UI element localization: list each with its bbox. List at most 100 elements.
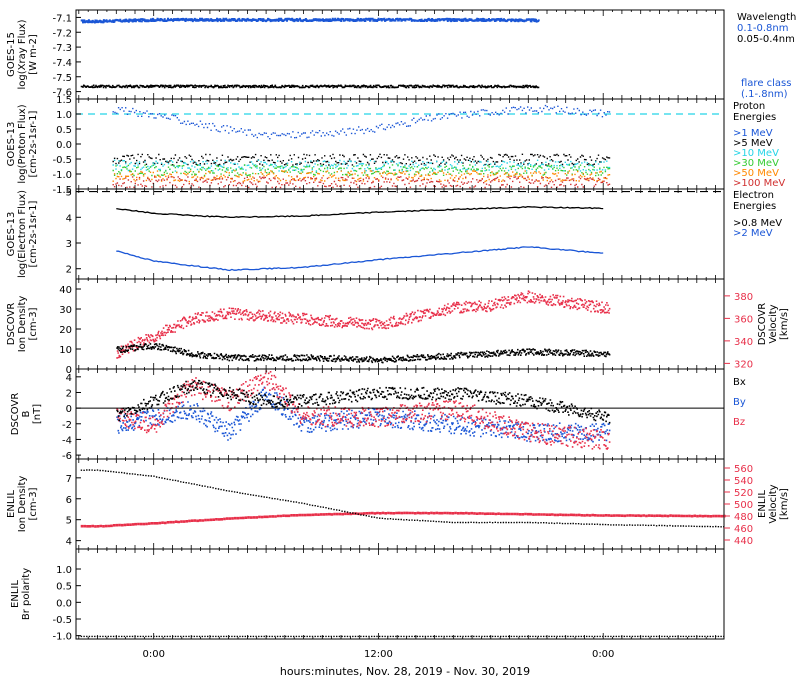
enlil-density-series-points <box>80 469 725 528</box>
enlil-velocity-y2-tick-label: 520 <box>734 488 753 499</box>
dscovr-b-y-ticks: 4 2 0 -2 -4 -6 <box>62 373 81 462</box>
enlil-velocity-axis-title-line: Velocity <box>768 484 779 523</box>
xray-panel-time-ticks <box>78 10 716 99</box>
enlil-polarity-series-points <box>80 635 725 638</box>
proton-y-tick-label: 0.0 <box>56 140 72 151</box>
xray-y-tick-label: -7.6 <box>52 88 72 99</box>
dscovr-b-legend-item: Bx <box>733 377 746 388</box>
dscovr-b-axis-title-line: B <box>21 410 32 417</box>
proton-5mev-series <box>112 153 611 166</box>
dscovr-b-legend-item: By <box>733 397 746 408</box>
dscovr-bz-series <box>116 370 611 450</box>
proton-legend-item: >50 MeV <box>733 168 779 179</box>
enlil-density-y-tick-label: 7 <box>66 474 72 485</box>
proton-100mev-series-points <box>112 176 611 189</box>
electron-y-tick-label: 4 <box>66 213 72 224</box>
enlil-polarity-y-tick-label: 0.0 <box>56 598 72 609</box>
dscovr-velocity-series-points <box>116 290 611 359</box>
enlil-velocity-y2-tick-label: 560 <box>734 464 753 475</box>
text-layer: -7.1 -7.2 -7.3 -7.4 -7.5 -7.6 GOES-15 log(Xray … <box>6 12 796 660</box>
dscovr-b-y-tick-label: -4 <box>62 435 72 446</box>
dscovr-velocity-y2-tick-label: 340 <box>734 337 753 348</box>
proton-axis-title-line: GOES-13 <box>6 122 17 167</box>
proton-axis-title-line: [cm-2s-1sr-1] <box>28 110 39 177</box>
dscovr-density-y-tick-label: 10 <box>59 345 72 356</box>
flare-class-label: flare class <box>741 78 791 89</box>
proton-y-tick-label: -1.0 <box>52 170 72 181</box>
enlil-velocity-axis-title-line: ENLIL <box>757 490 768 518</box>
proton-1mev-series <box>112 104 611 140</box>
electron-y-tick-label: 3 <box>66 239 72 250</box>
xray-legend-item: 0.1-0.8nm <box>737 23 789 34</box>
dscovr-velocity-axis-title-line: DSCOVR <box>757 303 768 346</box>
enlil-density-axis-title-line: Ion Density <box>17 476 28 533</box>
enlil-polarity-y-tick-label: -0.5 <box>52 615 72 626</box>
dscovr-density-y-tick-label: 0 <box>66 365 72 376</box>
xray-short-wave-series <box>80 84 540 89</box>
proton-legend-title: Energies <box>733 112 776 123</box>
enlil-density-panel-frame <box>75 458 725 550</box>
proton-y-tick-label: 1.0 <box>56 110 72 121</box>
enlil-velocity-axis-title-line: [km/s] <box>779 488 790 520</box>
xray-axis-title-line: [W m-2] <box>28 34 39 75</box>
dscovr-velocity-axis-title-line: [km/s] <box>779 308 790 340</box>
proton-y-tick-label: 1.5 <box>56 95 72 106</box>
xray-y-ticks: -7.1 -7.2 -7.3 -7.4 -7.5 -7.6 <box>52 13 81 99</box>
xray-y-tick-label: -7.2 <box>52 28 72 39</box>
proton-y-tick-label: 0.5 <box>56 125 72 136</box>
dscovr-density-series-points <box>116 343 611 364</box>
dscovr-b-panel-frame <box>75 368 725 460</box>
dscovr-density-axis-title-line: DSCOVR <box>6 303 17 346</box>
xray-long-wave-series <box>80 17 540 24</box>
xray-y-tick-label: -7.4 <box>52 58 72 69</box>
dscovr-density-y-tick-label: 40 <box>59 285 72 296</box>
dscovr-density-y-ticks: 40 30 20 10 0 <box>59 285 81 376</box>
dscovr-b-y-tick-label: 2 <box>66 388 72 399</box>
xray-y-tick-label: -7.3 <box>52 43 72 54</box>
dscovr-b-axis-title-line: [nT] <box>32 404 43 424</box>
enlil-velocity-y2-tick-label: 460 <box>734 524 753 535</box>
dscovr-density-axis-title-line: Ion Density <box>17 296 28 353</box>
dscovr-by-series-points <box>116 386 611 443</box>
enlil-density-series <box>80 469 725 528</box>
dscovr-velocity-y-ticks: 380 360 340 320 <box>724 292 753 370</box>
xray-legend-item: 0.05-0.4nm <box>737 34 795 45</box>
x-tick-label: 0:00 <box>142 649 164 660</box>
xray-axis-title-line: log(Xray Flux) <box>17 19 28 89</box>
electron-axis-title-line: log(Electron Flux) <box>17 190 28 278</box>
dscovr-density-y-tick-label: 20 <box>59 325 72 336</box>
proton-30mev-series <box>112 164 611 177</box>
enlil-polarity-y-tick-label: 1.0 <box>56 565 72 576</box>
dscovr-b-legend-item: Bz <box>733 417 745 428</box>
proton-10mev-series <box>112 159 611 172</box>
proton-panel-time-ticks <box>78 99 716 189</box>
x-tick-label: 12:00 <box>364 649 393 660</box>
x-tick-label: 0:00 <box>592 649 614 660</box>
data-layer <box>76 17 726 638</box>
enlil-density-panel-time-ticks <box>78 459 716 549</box>
enlil-velocity-y2-tick-label: 500 <box>734 500 753 511</box>
enlil-polarity-panel-frame <box>75 548 725 640</box>
xray-y-tick-label: -7.1 <box>52 13 72 24</box>
xray-legend-title: Wavelength <box>737 12 796 23</box>
flare-class-label: (.1-.8nm) <box>741 89 788 100</box>
enlil-polarity-y-tick-label: 0.5 <box>56 582 72 593</box>
electron-08mev-series <box>116 205 604 219</box>
proton-legend-item: >10 MeV <box>733 148 779 159</box>
electron-panel-time-ticks <box>78 189 716 279</box>
proton-legend-item: >100 MeV <box>733 178 785 189</box>
dscovr-density-panel-time-ticks <box>78 279 716 369</box>
electron-legend-item: >0.8 MeV <box>733 218 782 229</box>
xray-axis-title-line: GOES-15 <box>6 32 17 77</box>
enlil-density-y-tick-label: 5 <box>66 516 72 527</box>
enlil-density-axis-title-line: [cm-3] <box>28 487 39 520</box>
dscovr-velocity-y2-tick-label: 320 <box>734 359 753 370</box>
enlil-density-y-tick-label: 6 <box>66 495 72 506</box>
enlil-velocity-y2-tick-label: 480 <box>734 512 753 523</box>
proton-10mev-series-points <box>112 159 611 172</box>
enlil-polarity-y-ticks: 1.0 0.5 0.0 -0.5 -1.0 <box>52 565 81 643</box>
enlil-polarity-y-tick-label: -1.0 <box>52 632 72 643</box>
electron-panel-frame <box>75 188 725 280</box>
